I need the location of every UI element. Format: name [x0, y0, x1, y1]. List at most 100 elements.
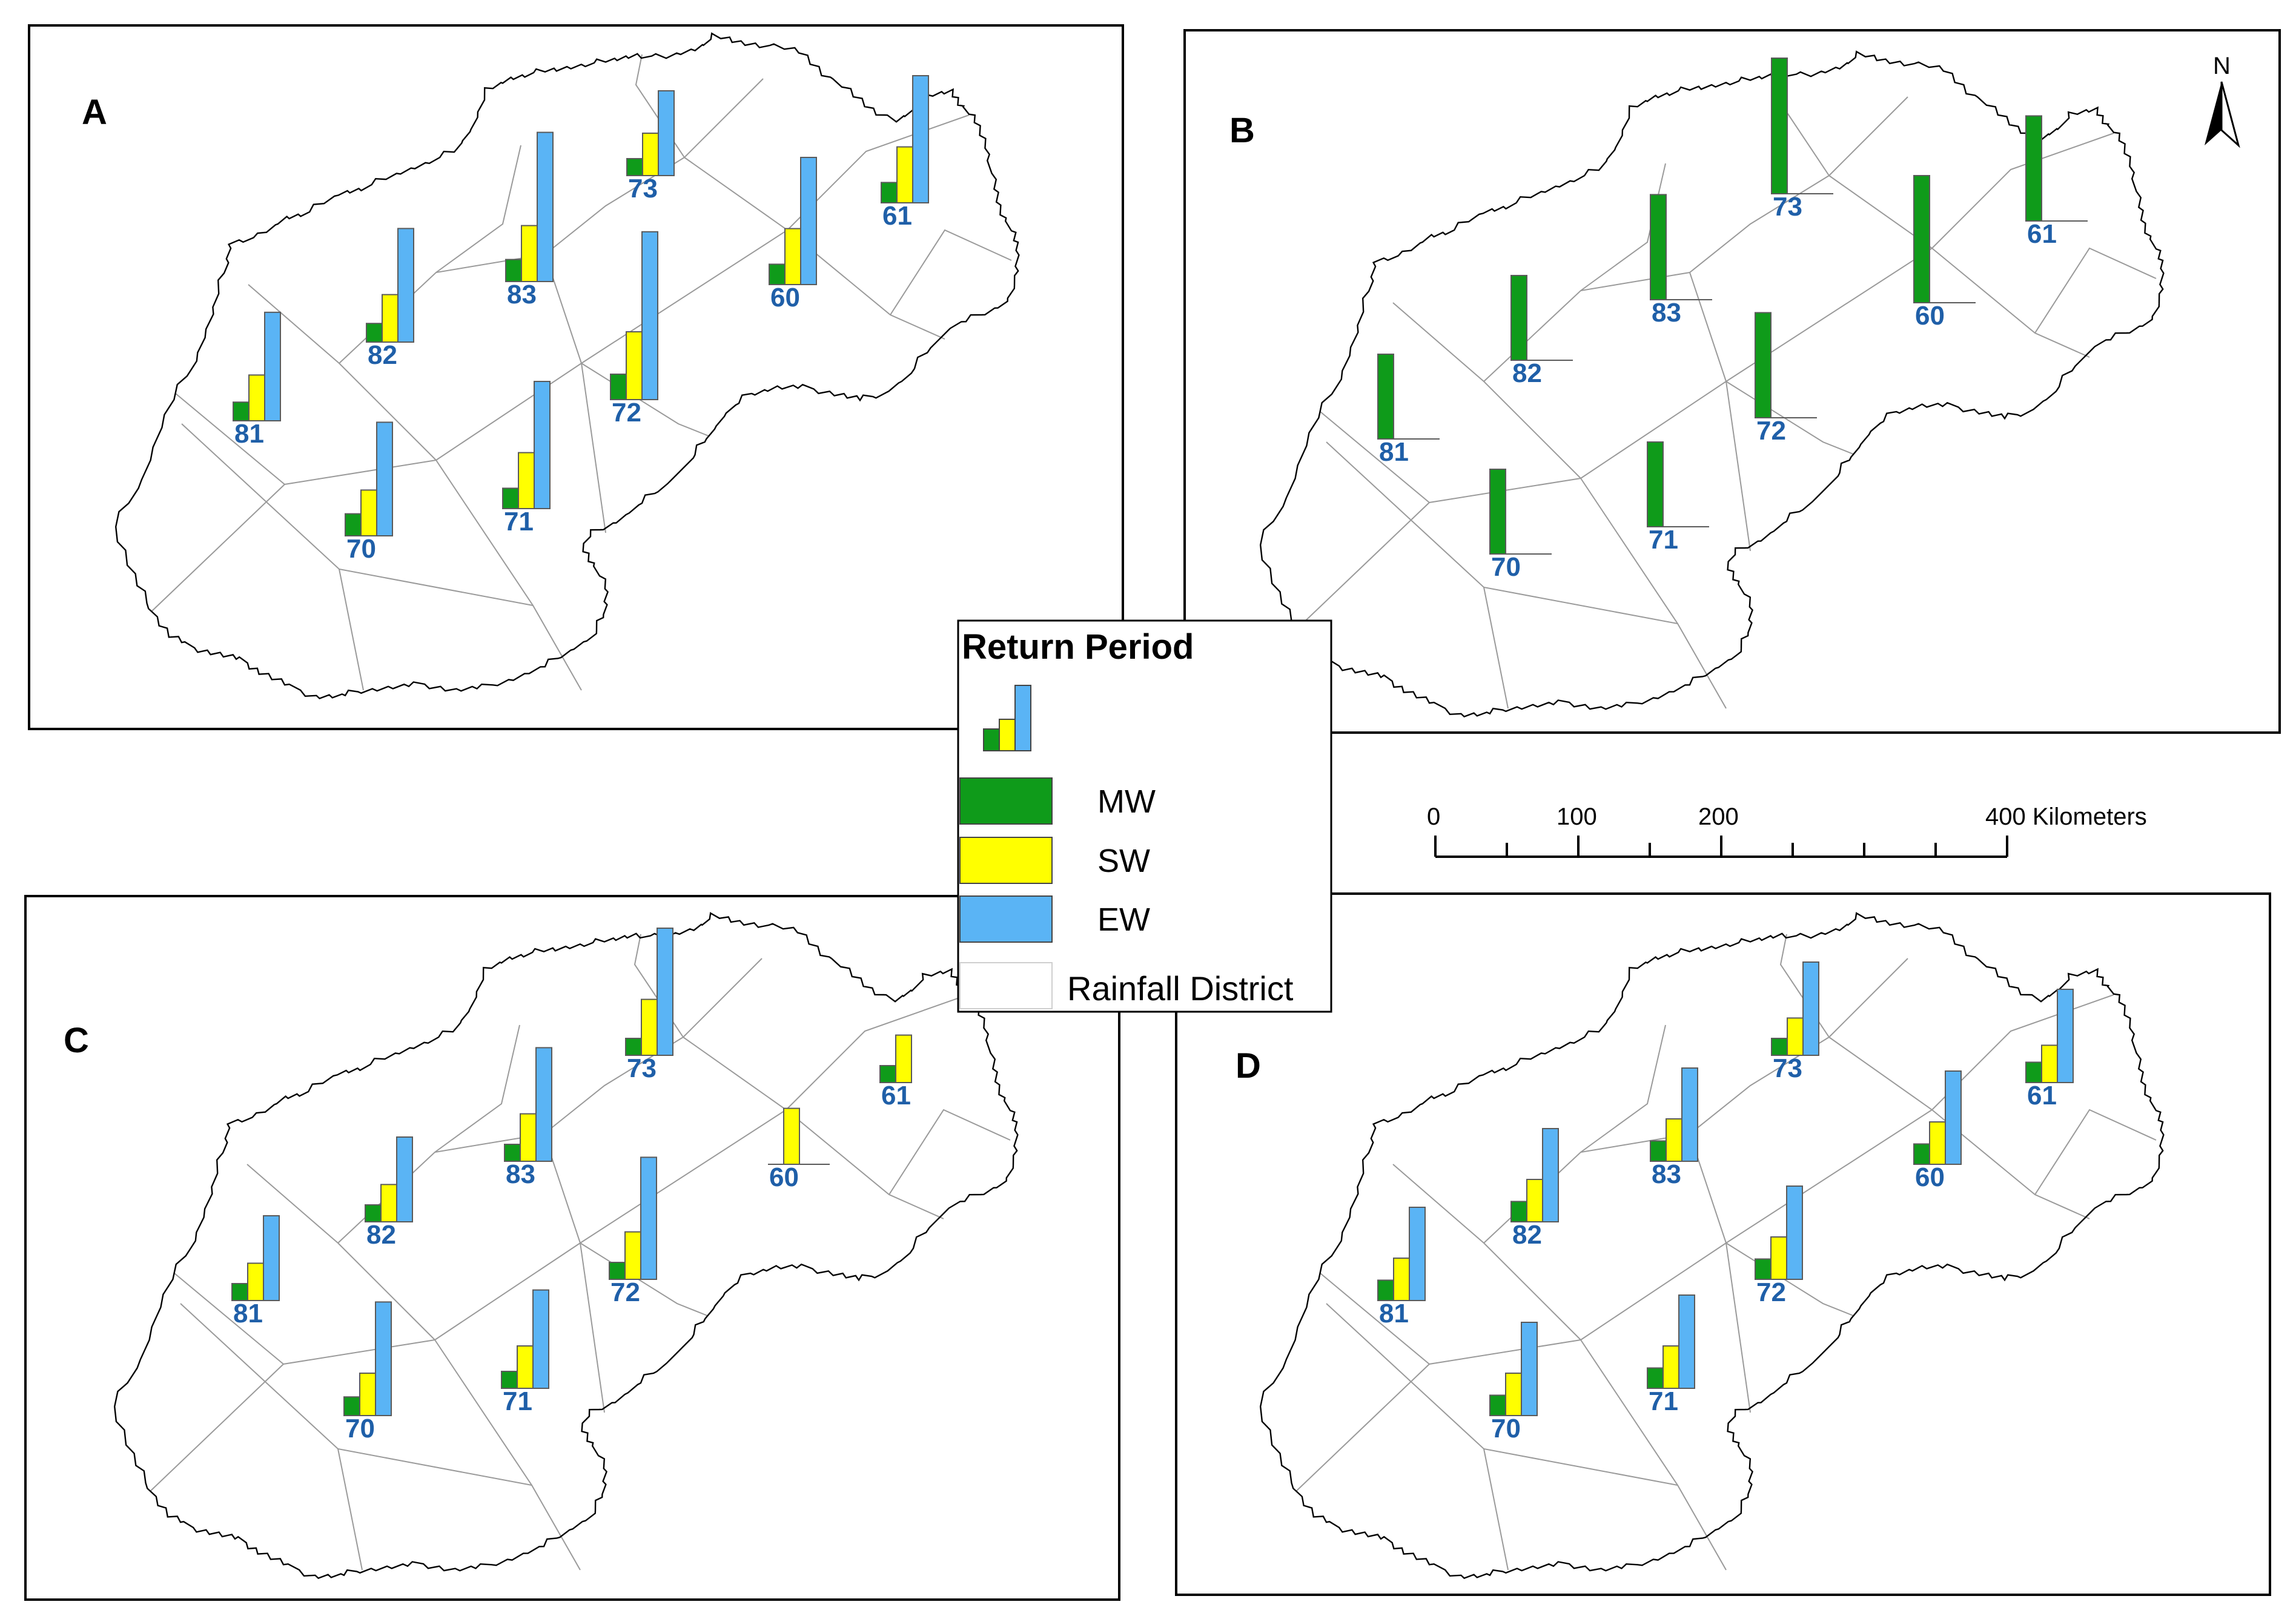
- bar-mw: [343, 1396, 360, 1417]
- district-boundary: [180, 1303, 581, 1571]
- bar-mw: [231, 1283, 248, 1301]
- bar-sw: [521, 225, 538, 283]
- station-label: 71: [1649, 525, 1678, 555]
- station-81: 81: [1377, 354, 1440, 467]
- bar-sw: [520, 1113, 537, 1162]
- district-boundary: [1828, 958, 1908, 1038]
- bar-sw: [1770, 1236, 1787, 1280]
- bar-ew: [535, 1047, 552, 1162]
- district-boundary: [2034, 1109, 2157, 1195]
- legend-symbol-ew: [1014, 685, 1031, 751]
- station-81: 81: [233, 311, 281, 449]
- station-82: 82: [366, 228, 414, 370]
- station-82: 82: [365, 1136, 413, 1250]
- station-label: 60: [770, 283, 800, 312]
- district-boundary: [890, 229, 1012, 315]
- station-label: 70: [1491, 1414, 1521, 1443]
- station-label: 81: [1379, 1299, 1409, 1328]
- bar-ew: [658, 90, 675, 176]
- station-label: 73: [627, 1054, 657, 1083]
- station-label: 61: [881, 1081, 911, 1110]
- bar-sw: [382, 294, 399, 343]
- station-60: 60: [1913, 1070, 1962, 1192]
- map-panel-c: 73 61 83 60 82 72 81 70 71 C: [24, 895, 1120, 1601]
- station-82: 82: [1510, 1128, 1559, 1250]
- bar-ew: [2057, 989, 2074, 1083]
- bar-ew: [1521, 1322, 1538, 1416]
- panel-letter: D: [1236, 1046, 1261, 1086]
- bar-sw: [784, 228, 801, 286]
- bar-sw: [1787, 1017, 1804, 1056]
- panel-frame: [1175, 892, 2271, 1596]
- station-81: 81: [1377, 1207, 1426, 1328]
- bar-mw: [2025, 115, 2042, 222]
- legend-label-sw: SW: [1097, 843, 1150, 879]
- station-label: 81: [233, 1299, 263, 1328]
- bar-ew: [1786, 1185, 1803, 1280]
- bar-sw: [247, 1262, 264, 1302]
- bar-mw: [1510, 1201, 1527, 1223]
- bar-mw: [626, 158, 643, 176]
- legend-swatch-ew: [959, 895, 1053, 943]
- district-boundary: [1828, 1037, 2090, 1219]
- bar-ew: [641, 231, 658, 400]
- north-arrow-label: N: [2213, 53, 2231, 79]
- bar-ew: [657, 928, 673, 1056]
- district-boundary: [580, 1109, 787, 1244]
- bar-ew: [397, 228, 414, 343]
- basin-outline: [1259, 50, 2165, 717]
- district-boundary: [888, 1109, 1011, 1195]
- bar-sw: [518, 452, 535, 509]
- bar-ew: [1945, 1070, 1962, 1165]
- station-61: 61: [2025, 989, 2074, 1110]
- basin-outline: [113, 912, 1019, 1579]
- bar-mw: [881, 182, 898, 203]
- district-boundary: [684, 78, 764, 158]
- panel-frame: [1183, 29, 2281, 734]
- station-82: 82: [1510, 275, 1573, 388]
- bar-mw: [625, 1038, 642, 1056]
- bar-ew: [1409, 1207, 1426, 1301]
- bar-ew: [534, 381, 551, 509]
- station-label: 83: [1652, 1159, 1681, 1189]
- legend-swatch-mw: [959, 777, 1053, 825]
- bar-sw: [1666, 1118, 1682, 1162]
- station-label: 61: [882, 201, 912, 231]
- bar-sw: [783, 1107, 800, 1166]
- bar-mw: [1755, 312, 1772, 418]
- station-61: 61: [879, 1034, 912, 1110]
- station-70: 70: [1489, 469, 1552, 582]
- legend-swatch-district: [959, 962, 1053, 1009]
- bar-mw: [1377, 354, 1394, 440]
- station-label: 72: [1756, 1278, 1786, 1307]
- bar-ew: [537, 131, 554, 282]
- district-boundary: [435, 460, 534, 606]
- bar-mw: [1647, 441, 1664, 527]
- bar-sw: [641, 998, 658, 1057]
- station-71: 71: [1647, 1294, 1695, 1416]
- bar-mw: [366, 323, 383, 343]
- scale-tick-200: 200: [1698, 803, 1739, 830]
- bar-ew: [1802, 961, 1819, 1056]
- map-panel-a: 73 61 83 60 82 72 81 70 71 A: [28, 24, 1124, 730]
- panel-letter: A: [82, 93, 107, 132]
- bar-ew: [264, 311, 281, 421]
- station-label: 82: [366, 1220, 396, 1250]
- bar-mw: [1377, 1279, 1394, 1302]
- bar-mw: [2025, 1061, 2042, 1083]
- district-boundary: [1580, 1024, 1666, 1153]
- district-boundary: [1326, 441, 1727, 709]
- station-72: 72: [1755, 312, 1817, 446]
- map-body: 73 61 83 60 82 72 81 70 71: [114, 32, 1020, 699]
- legend-title: Return Period: [962, 627, 1194, 667]
- district-boundary: [181, 423, 582, 691]
- bar-mw: [769, 263, 786, 285]
- district-boundary: [581, 229, 788, 364]
- station-label: 83: [1652, 298, 1681, 328]
- bar-mw: [1913, 175, 1930, 303]
- legend-symbol-mw: [983, 728, 1000, 751]
- station-73: 73: [1771, 961, 1819, 1083]
- station-label: 71: [503, 1387, 532, 1416]
- station-60: 60: [768, 1107, 830, 1192]
